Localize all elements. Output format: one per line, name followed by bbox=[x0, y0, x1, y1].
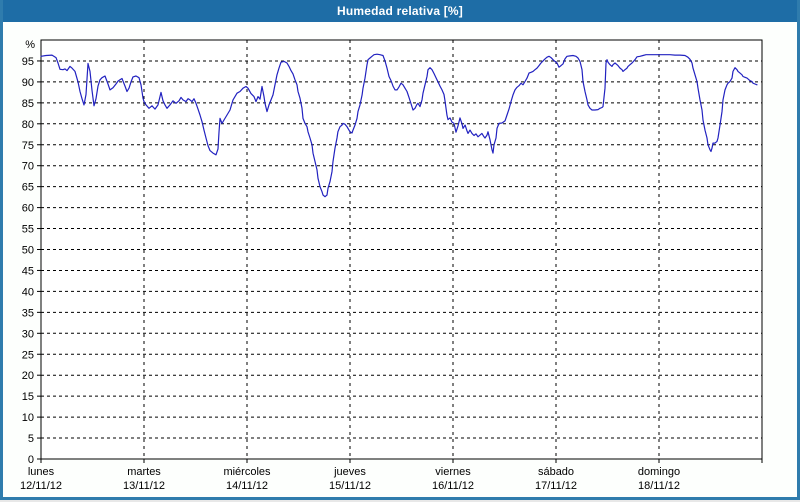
humidity-line-chart: 0 5 10 15 20 25 30 35 40 45 50 55 60 65 70 75 80 85 90 95% l… bbox=[20, 39, 763, 492]
day-label-domingo: domingo bbox=[638, 466, 680, 478]
y-tick-label-10: 10 bbox=[22, 412, 34, 424]
y-tick-label-50: 50 bbox=[22, 245, 34, 257]
y-tick-label-15: 15 bbox=[22, 391, 34, 403]
window-title: Humedad relativa [%] bbox=[3, 0, 797, 22]
y-tick-label-20: 20 bbox=[22, 370, 34, 382]
date-label-miércoles: 14/11/12 bbox=[226, 480, 268, 492]
y-tick-label-95: 95 bbox=[22, 56, 34, 68]
date-label-domingo: 18/11/12 bbox=[638, 480, 680, 492]
day-label-jueves: jueves bbox=[333, 466, 366, 478]
y-tick-label-0: 0 bbox=[28, 454, 34, 466]
y-tick-label-35: 35 bbox=[22, 307, 34, 319]
date-label-jueves: 15/11/12 bbox=[329, 480, 371, 492]
chart-area: 0 5 10 15 20 25 30 35 40 45 50 55 60 65 70 75 80 85 90 95% l… bbox=[3, 22, 797, 497]
date-label-sábado: 17/11/12 bbox=[535, 480, 577, 492]
y-tick-label-75: 75 bbox=[22, 140, 34, 152]
day-label-martes: martes bbox=[127, 466, 161, 478]
y-tick-label-5: 5 bbox=[28, 433, 34, 445]
y-tick-label-90: 90 bbox=[22, 77, 34, 89]
y-tick-label-55: 55 bbox=[22, 224, 34, 236]
date-label-martes: 13/11/12 bbox=[123, 480, 165, 492]
y-tick-label-25: 25 bbox=[22, 349, 34, 361]
y-axis-unit-label: % bbox=[25, 39, 35, 51]
y-tick-label-45: 45 bbox=[22, 265, 34, 277]
day-label-lunes: lunes bbox=[28, 466, 55, 478]
y-tick-label-30: 30 bbox=[22, 328, 34, 340]
y-tick-label-70: 70 bbox=[22, 161, 34, 173]
plot-frame bbox=[40, 39, 763, 460]
y-tick-label-85: 85 bbox=[22, 98, 34, 110]
day-label-sábado: sábado bbox=[538, 466, 574, 478]
day-label-miércoles: miércoles bbox=[223, 466, 271, 478]
y-tick-label-60: 60 bbox=[22, 203, 34, 215]
y-tick-label-40: 40 bbox=[22, 286, 34, 298]
date-label-lunes: 12/11/12 bbox=[20, 480, 62, 492]
day-label-viernes: viernes bbox=[435, 466, 471, 478]
y-tick-label-65: 65 bbox=[22, 182, 34, 194]
date-label-viernes: 16/11/12 bbox=[432, 480, 474, 492]
humidity-series-line bbox=[40, 53, 758, 198]
y-tick-label-80: 80 bbox=[22, 119, 34, 131]
